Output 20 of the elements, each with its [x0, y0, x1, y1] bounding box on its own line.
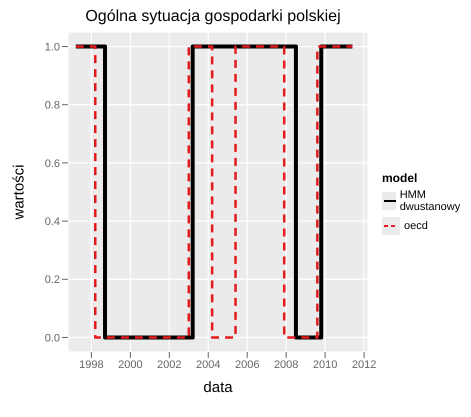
legend-title: model [382, 171, 418, 185]
y-tick-label: 0.8 [44, 100, 60, 112]
chart-title: Ogólna sytuacja gospodarki polskiej [84, 8, 342, 26]
legend-label: oecd [404, 220, 428, 232]
x-tick-label: 2000 [118, 358, 143, 371]
x-tick-label: 2002 [157, 358, 182, 371]
y-axis-title: wartości [10, 164, 28, 221]
x-tick-label: 2008 [274, 358, 298, 371]
y-tick-label: 0.4 [44, 216, 60, 228]
x-axis-title: data [203, 379, 234, 396]
y-tick-label: 1.0 [44, 41, 60, 54]
x-tick-label: 2012 [352, 358, 376, 371]
x-tick-label: 2010 [312, 358, 338, 371]
y-tick-label: 0.2 [44, 274, 60, 286]
x-tick-label: 2004 [196, 358, 220, 371]
legend-label: HMM dwustanowy [400, 189, 462, 213]
y-tick-label: 0.0 [44, 332, 60, 344]
x-tick-label: 1998 [79, 358, 104, 371]
y-tick-label: 0.6 [44, 158, 60, 170]
x-tick-label: 2006 [234, 358, 260, 371]
